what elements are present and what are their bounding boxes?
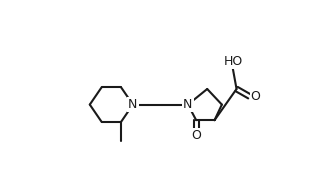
Text: O: O <box>250 90 260 103</box>
Text: N: N <box>183 98 193 111</box>
Text: N: N <box>128 98 137 111</box>
Text: O: O <box>191 129 201 142</box>
Text: HO: HO <box>223 55 242 68</box>
